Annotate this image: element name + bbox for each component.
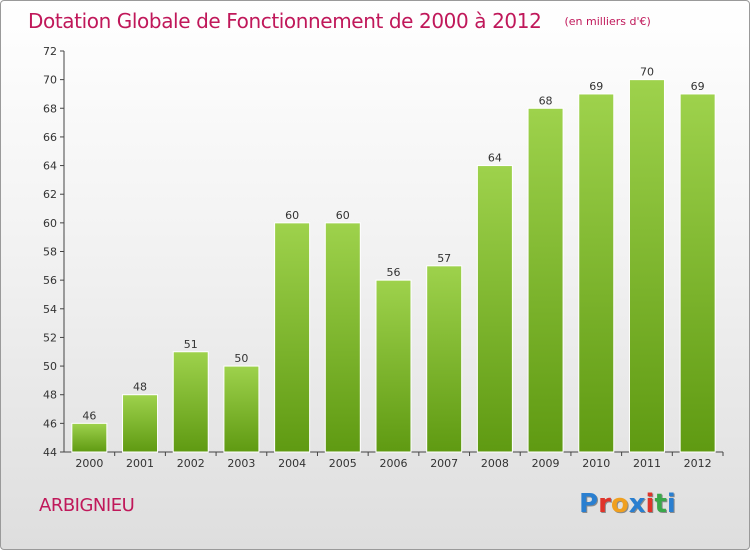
y-tick-label: 44: [43, 446, 57, 459]
y-tick-label: 54: [43, 303, 57, 316]
x-tick-label: 2007: [430, 457, 458, 470]
bar-value-label: 70: [640, 66, 654, 79]
commune-name: ARBIGNIEU: [39, 495, 135, 516]
y-tick-label: 72: [43, 45, 57, 58]
bar: [375, 279, 412, 453]
logo-letter: i: [666, 489, 676, 519]
bar-value-label: 57: [437, 252, 451, 265]
x-tick-label: 2008: [481, 457, 509, 470]
y-tick-label: 62: [43, 188, 57, 201]
logo-letter: r: [598, 489, 611, 519]
y-tick-label: 52: [43, 331, 57, 344]
bar-value-label: 60: [336, 209, 350, 222]
bar: [71, 422, 108, 453]
chart-title: Dotation Globale de Fonctionnement de 20…: [28, 9, 542, 33]
y-tick-label: 56: [43, 274, 57, 287]
bar: [628, 79, 665, 453]
title-row: Dotation Globale de Fonctionnement de 20…: [28, 9, 651, 33]
y-tick-label: 70: [43, 74, 57, 87]
axes: 44 46 48 50 52 54 56 58 60 62 64 66 68 70 72 2000 2001 20…: [43, 45, 724, 470]
bar-value-label: 50: [234, 352, 248, 365]
bar: [476, 165, 513, 453]
bar-value-label: 56: [387, 266, 401, 279]
bar-value-label: 46: [82, 409, 96, 422]
bar: [324, 222, 361, 453]
bars: [71, 79, 716, 453]
x-tick-label: 2011: [633, 457, 661, 470]
logo-letter: P: [579, 489, 599, 519]
bar-value-label: 60: [285, 209, 299, 222]
y-tick-label: 66: [43, 131, 57, 144]
logo-letter: t: [654, 489, 667, 519]
x-tick-label: 2010: [582, 457, 610, 470]
bar-value-label: 68: [539, 94, 553, 107]
proxiti-logo: Proxiti: [579, 489, 676, 519]
data-labels: 46 48 51 50 60 60 56 57 64 68 69 70 69: [82, 66, 704, 423]
bar: [527, 107, 564, 453]
logo-letter: o: [610, 489, 629, 519]
x-tick-label: 2003: [227, 457, 255, 470]
x-tick-label: 2006: [380, 457, 408, 470]
y-tick-label: 46: [43, 417, 57, 430]
logo-letter: i: [645, 489, 655, 519]
bar: [578, 93, 615, 453]
bar-value-label: 48: [133, 381, 147, 394]
logo-letter: x: [628, 489, 646, 519]
y-tick-label: 64: [43, 160, 57, 173]
y-tick-label: 48: [43, 389, 57, 402]
x-tick-label: 2001: [126, 457, 154, 470]
bar: [426, 265, 463, 453]
bar-value-label: 69: [589, 80, 603, 93]
x-tick-label: 2000: [75, 457, 103, 470]
x-tick-label: 2004: [278, 457, 306, 470]
x-tick-label: 2002: [177, 457, 205, 470]
y-tick-label: 60: [43, 217, 57, 230]
x-tick-label: 2005: [329, 457, 357, 470]
y-tick-label: 50: [43, 360, 57, 373]
bar: [274, 222, 311, 453]
x-tick-label: 2012: [684, 457, 712, 470]
bar: [679, 93, 716, 453]
bar-value-label: 51: [184, 338, 198, 351]
chart-subtitle: (en milliers d'€): [564, 15, 651, 28]
y-tick-label: 58: [43, 246, 57, 259]
bar-value-label: 64: [488, 152, 502, 165]
bar: [172, 351, 209, 453]
y-tick-label: 68: [43, 102, 57, 115]
bar-value-label: 69: [691, 80, 705, 93]
x-tick-label: 2009: [532, 457, 560, 470]
bar: [122, 394, 159, 453]
bar: [223, 365, 260, 453]
